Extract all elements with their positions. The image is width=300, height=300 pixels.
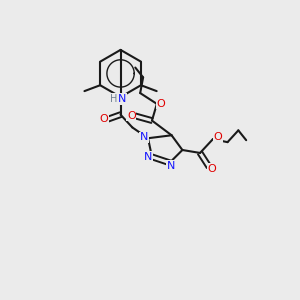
Text: O: O — [208, 164, 216, 174]
Text: O: O — [100, 114, 108, 124]
Text: H: H — [110, 94, 117, 104]
Text: O: O — [213, 132, 222, 142]
Text: N: N — [144, 152, 152, 162]
Text: O: O — [156, 99, 165, 109]
Text: N: N — [167, 161, 175, 171]
Text: O: O — [127, 111, 136, 121]
Text: N: N — [118, 94, 127, 104]
Text: N: N — [140, 132, 148, 142]
